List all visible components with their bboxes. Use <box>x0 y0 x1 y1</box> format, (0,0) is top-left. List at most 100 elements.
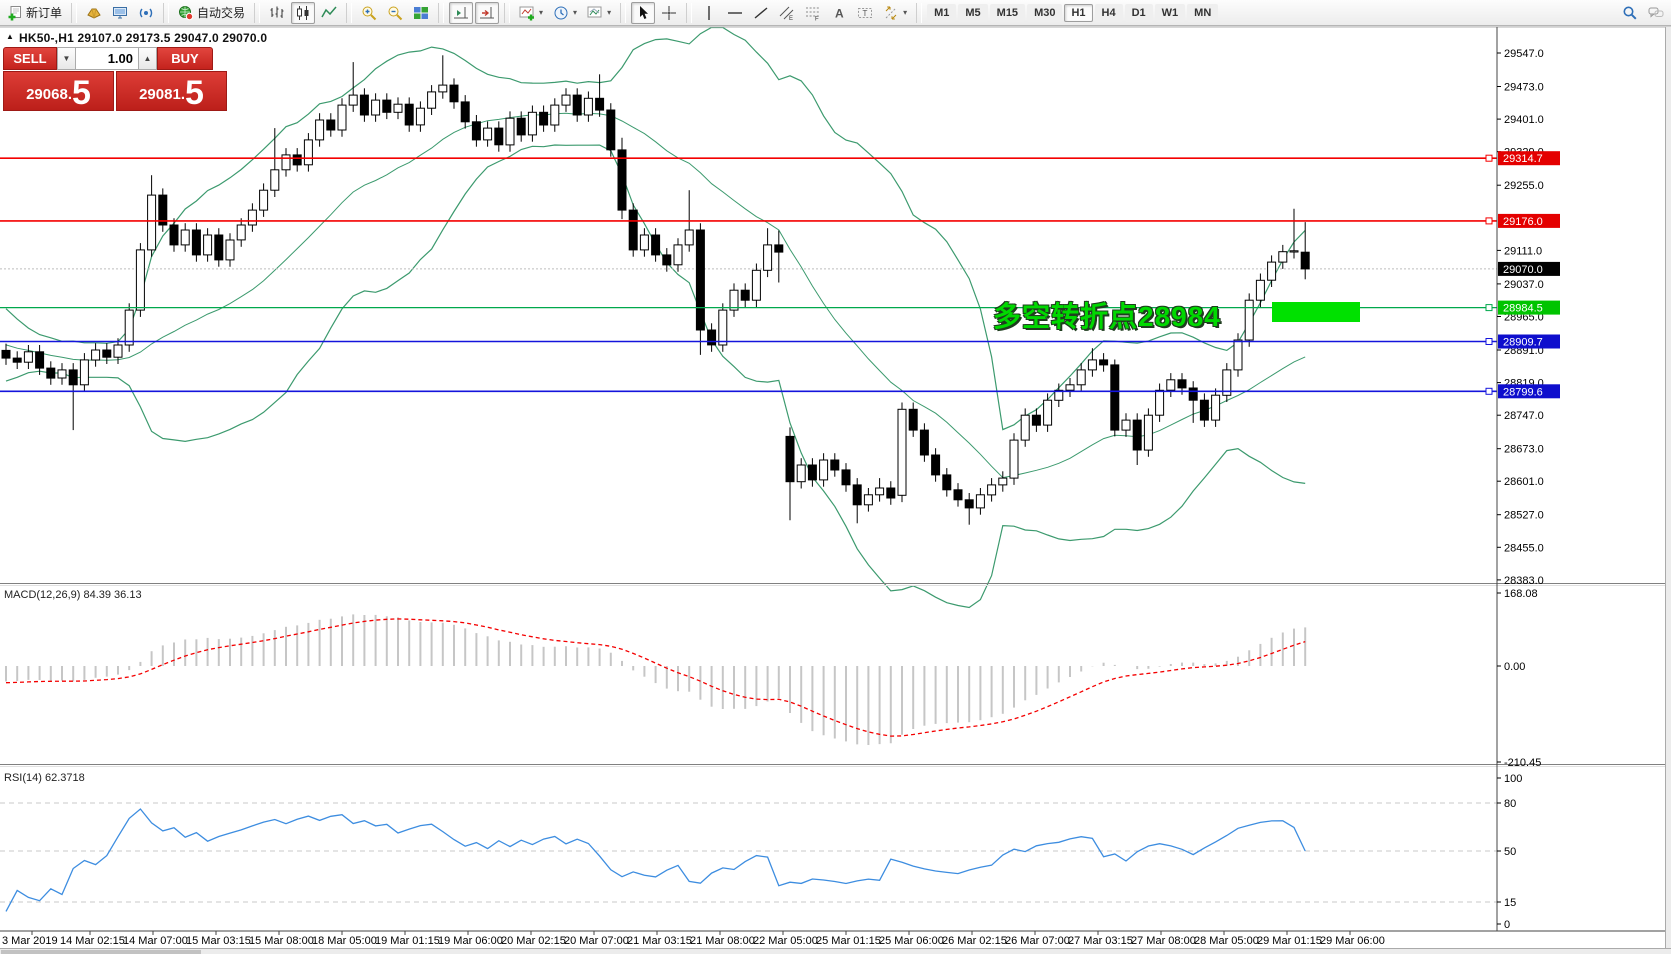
candle <box>796 464 806 483</box>
macd-indicator-label: MACD(12,26,9) 84.39 36.13 <box>4 589 142 601</box>
text-label-button[interactable]: T <box>853 2 877 24</box>
text-button[interactable]: A <box>827 2 851 24</box>
template-icon <box>587 6 602 17</box>
chevron-down-icon: ▾ <box>607 8 612 17</box>
candle <box>1278 251 1288 263</box>
chat-icon <box>1648 7 1664 18</box>
arrows-button[interactable]: ▾ <box>879 2 911 24</box>
toolbar-separator <box>438 2 445 23</box>
sell-button[interactable]: SELL <box>3 47 57 70</box>
search-button[interactable] <box>1618 2 1642 24</box>
candle <box>561 94 571 106</box>
tf-d1[interactable]: D1 <box>1124 3 1153 22</box>
time-tick-label: 21 Mar 08:00 <box>690 935 755 947</box>
buy-button[interactable]: BUY <box>157 47 213 70</box>
tile-windows-button[interactable] <box>409 2 433 24</box>
auto-scroll-button[interactable] <box>475 1 500 24</box>
data-window-button[interactable] <box>108 2 132 24</box>
candle <box>583 97 593 116</box>
tf-m30[interactable]: M30 <box>1027 3 1063 22</box>
tf-m5[interactable]: M5 <box>958 3 988 22</box>
collapse-arrow-icon[interactable]: ▲ <box>6 32 14 41</box>
crosshair-button[interactable] <box>657 2 681 24</box>
toolbar-separator <box>916 2 923 23</box>
time-tick-label: 3 Mar 2019 <box>2 935 58 947</box>
navigator-button[interactable] <box>134 2 158 24</box>
chat-button[interactable] <box>1644 2 1668 24</box>
time-tick-label: 27 Mar 03:15 <box>1068 935 1133 947</box>
shift-chart-button[interactable] <box>449 1 474 24</box>
buy-price-main: 29081 <box>139 86 181 103</box>
price-tick-label: 28747.0 <box>1504 410 1544 422</box>
market-watch-button[interactable] <box>82 2 106 24</box>
candle <box>494 127 504 146</box>
rsi-tick-label: 80 <box>1504 798 1516 810</box>
volume-increase-button[interactable]: ▲ <box>138 47 157 70</box>
tf-h1[interactable]: H1 <box>1064 3 1093 22</box>
search-icon <box>1623 6 1637 20</box>
linechart-icon <box>321 6 337 17</box>
macd-tick-label: 168.08 <box>1504 588 1538 600</box>
trendline-button[interactable] <box>749 2 773 24</box>
vertical-line-button[interactable] <box>697 2 721 24</box>
cursor-button[interactable] <box>631 1 656 24</box>
candle <box>1110 364 1120 431</box>
candle <box>1054 389 1064 401</box>
bar-chart-button[interactable] <box>265 2 289 24</box>
templates-button[interactable]: ▾ <box>583 2 615 24</box>
candle <box>1233 339 1243 371</box>
buy-price[interactable]: 29081. 5 <box>116 71 227 111</box>
periods-button[interactable]: ▾ <box>549 2 581 24</box>
tf-w1[interactable]: W1 <box>1154 3 1186 22</box>
fibonacci-button[interactable]: F <box>801 2 825 24</box>
cursor-icon <box>640 5 649 19</box>
candle <box>1099 359 1109 366</box>
autotrading-button[interactable]: 自动交易 <box>174 2 249 24</box>
line-chart-button[interactable] <box>317 2 341 24</box>
indicators-icon <box>519 6 535 20</box>
equidistant-channel-button[interactable]: E <box>775 2 799 24</box>
volume-input[interactable]: 1.00 <box>76 47 138 70</box>
candle <box>1076 369 1086 386</box>
autoscroll-icon <box>480 6 495 18</box>
candlestick-chart-button[interactable] <box>291 1 316 24</box>
fibo-icon: F <box>806 7 821 21</box>
rsi-line <box>5 808 1306 912</box>
candle <box>1065 384 1075 391</box>
price-tick-label: 29473.0 <box>1504 82 1544 94</box>
rsi-tick-label: 100 <box>1504 773 1522 785</box>
hline-icon <box>728 11 743 14</box>
candle <box>1244 299 1254 341</box>
time-tick-label: 29 Mar 01:15 <box>1257 935 1322 947</box>
candle <box>225 239 235 261</box>
candle <box>527 111 537 136</box>
horizontal-line-button[interactable] <box>723 2 747 24</box>
price-badge: 28909.7 <box>1503 337 1543 349</box>
candle <box>348 94 358 106</box>
volume-decrease-button[interactable]: ▼ <box>57 47 76 70</box>
tf-m1[interactable]: M1 <box>927 3 957 22</box>
svg-text:T: T <box>863 9 868 18</box>
clock-icon <box>554 6 568 19</box>
tf-m15[interactable]: M15 <box>989 3 1026 22</box>
candle <box>483 127 493 141</box>
candle <box>1188 387 1198 401</box>
zoom-in-button[interactable] <box>357 2 381 24</box>
annotation-highlight-rect[interactable] <box>1272 302 1360 322</box>
candle <box>651 234 661 256</box>
annotation-text[interactable]: 多空转折点28984 <box>993 301 1221 332</box>
indicators-button[interactable]: ▾ <box>515 2 547 24</box>
tf-mn[interactable]: MN <box>1187 3 1219 22</box>
candle <box>1211 394 1221 421</box>
tf-h4[interactable]: H4 <box>1094 3 1123 22</box>
svg-text:A: A <box>835 6 844 20</box>
candle <box>987 484 997 496</box>
candle <box>46 367 56 379</box>
sell-price[interactable]: 29068. 5 <box>3 71 114 111</box>
zoom-out-button[interactable] <box>383 2 407 24</box>
horizontal-scrollbar[interactable] <box>1 950 201 954</box>
bars-icon <box>270 6 284 18</box>
new-order-button[interactable]: 新订单 <box>3 2 66 24</box>
